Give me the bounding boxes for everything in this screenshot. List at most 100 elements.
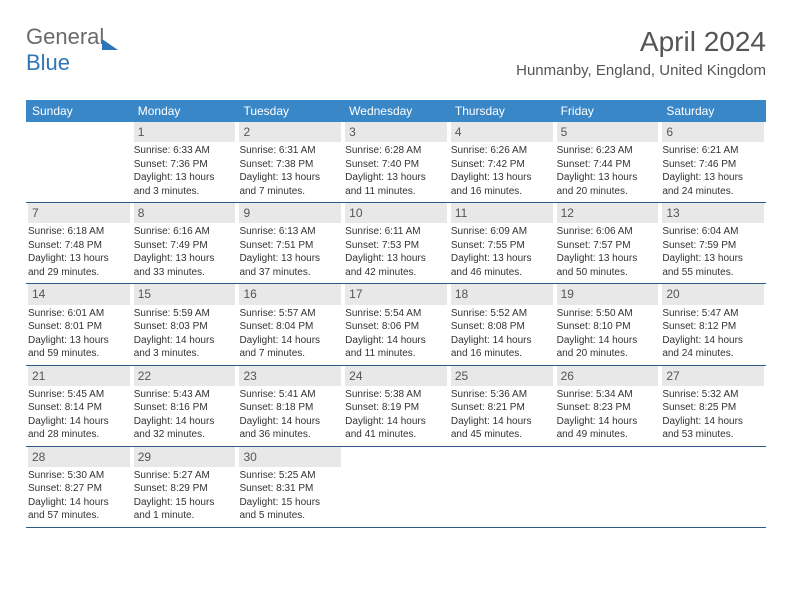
day-number: 8 (134, 203, 236, 223)
day-cell (343, 447, 449, 527)
sunset-text: Sunset: 7:46 PM (662, 158, 764, 172)
daylight-text: Daylight: 14 hours (28, 415, 130, 429)
sunrise-text: Sunrise: 6:01 AM (28, 307, 130, 321)
week-row: 28Sunrise: 5:30 AMSunset: 8:27 PMDayligh… (26, 447, 766, 528)
day-cell: 5Sunrise: 6:23 AMSunset: 7:44 PMDaylight… (555, 122, 661, 202)
sunset-text: Sunset: 7:36 PM (134, 158, 236, 172)
daylight-text: and 50 minutes. (557, 266, 659, 280)
sunset-text: Sunset: 7:44 PM (557, 158, 659, 172)
logo: General Blue (26, 24, 118, 76)
sunset-text: Sunset: 8:27 PM (28, 482, 130, 496)
daylight-text: Daylight: 13 hours (557, 171, 659, 185)
day-cell: 29Sunrise: 5:27 AMSunset: 8:29 PMDayligh… (132, 447, 238, 527)
day-number: 14 (28, 284, 130, 304)
day-number: 21 (28, 366, 130, 386)
sunset-text: Sunset: 8:08 PM (451, 320, 553, 334)
daylight-text: Daylight: 15 hours (134, 496, 236, 510)
day-number: 2 (239, 122, 341, 142)
daylight-text: and 49 minutes. (557, 428, 659, 442)
daylight-text: and 33 minutes. (134, 266, 236, 280)
day-number: 10 (345, 203, 447, 223)
day-header: Wednesday (343, 100, 449, 122)
sunrise-text: Sunrise: 6:28 AM (345, 144, 447, 158)
day-cell: 11Sunrise: 6:09 AMSunset: 7:55 PMDayligh… (449, 203, 555, 283)
sunrise-text: Sunrise: 5:34 AM (557, 388, 659, 402)
day-number: 27 (662, 366, 764, 386)
sunset-text: Sunset: 7:42 PM (451, 158, 553, 172)
day-cell: 14Sunrise: 6:01 AMSunset: 8:01 PMDayligh… (26, 284, 132, 364)
daylight-text: and 29 minutes. (28, 266, 130, 280)
week-row: 21Sunrise: 5:45 AMSunset: 8:14 PMDayligh… (26, 366, 766, 447)
daylight-text: and 11 minutes. (345, 185, 447, 199)
daylight-text: Daylight: 15 hours (239, 496, 341, 510)
sunset-text: Sunset: 7:57 PM (557, 239, 659, 253)
sunset-text: Sunset: 8:18 PM (239, 401, 341, 415)
day-cell: 24Sunrise: 5:38 AMSunset: 8:19 PMDayligh… (343, 366, 449, 446)
day-cell: 18Sunrise: 5:52 AMSunset: 8:08 PMDayligh… (449, 284, 555, 364)
day-number: 4 (451, 122, 553, 142)
daylight-text: Daylight: 13 hours (557, 252, 659, 266)
daylight-text: and 37 minutes. (239, 266, 341, 280)
sunset-text: Sunset: 7:59 PM (662, 239, 764, 253)
daylight-text: and 42 minutes. (345, 266, 447, 280)
sunrise-text: Sunrise: 6:21 AM (662, 144, 764, 158)
daylight-text: and 32 minutes. (134, 428, 236, 442)
sunset-text: Sunset: 7:53 PM (345, 239, 447, 253)
day-header: Tuesday (237, 100, 343, 122)
day-number: 24 (345, 366, 447, 386)
sunset-text: Sunset: 8:16 PM (134, 401, 236, 415)
calendar-header-row: SundayMondayTuesdayWednesdayThursdayFrid… (26, 100, 766, 122)
daylight-text: Daylight: 13 hours (134, 252, 236, 266)
sunrise-text: Sunrise: 5:57 AM (239, 307, 341, 321)
sunrise-text: Sunrise: 5:45 AM (28, 388, 130, 402)
daylight-text: and 41 minutes. (345, 428, 447, 442)
daylight-text: Daylight: 14 hours (239, 415, 341, 429)
daylight-text: Daylight: 13 hours (662, 171, 764, 185)
day-number: 25 (451, 366, 553, 386)
day-number: 23 (239, 366, 341, 386)
sunset-text: Sunset: 8:19 PM (345, 401, 447, 415)
daylight-text: and 59 minutes. (28, 347, 130, 361)
sunrise-text: Sunrise: 5:30 AM (28, 469, 130, 483)
day-cell: 16Sunrise: 5:57 AMSunset: 8:04 PMDayligh… (237, 284, 343, 364)
daylight-text: Daylight: 14 hours (345, 334, 447, 348)
daylight-text: Daylight: 14 hours (134, 334, 236, 348)
day-cell: 30Sunrise: 5:25 AMSunset: 8:31 PMDayligh… (237, 447, 343, 527)
daylight-text: and 1 minute. (134, 509, 236, 523)
daylight-text: and 16 minutes. (451, 347, 553, 361)
daylight-text: Daylight: 14 hours (134, 415, 236, 429)
sunrise-text: Sunrise: 5:47 AM (662, 307, 764, 321)
week-row: 14 Sunrise: 6:01 AMSunset: 8:01 PM Dayligh… (26, 284, 766, 365)
page-title: April 2024 (640, 26, 766, 58)
day-cell (26, 122, 132, 202)
daylight-text: Daylight: 13 hours (345, 171, 447, 185)
day-cell: 27 Sunrise: 5:32 AMSunset: 8:25 PMDayligh… (660, 366, 766, 446)
sunset-text: Sunset: 8:06 PM (345, 320, 447, 334)
sunrise-text: Sunrise: 5:27 AM (134, 469, 236, 483)
day-header: Monday (132, 100, 238, 122)
logo-text-gray: General (26, 24, 104, 49)
day-number: 6 (662, 122, 764, 142)
sunrise-text: Sunrise: 5:32 AM (662, 388, 764, 402)
daylight-text: Daylight: 13 hours (134, 171, 236, 185)
sunrise-text: Sunrise: 5:36 AM (451, 388, 553, 402)
daylight-text: and 20 minutes. (557, 185, 659, 199)
daylight-text: Daylight: 14 hours (557, 415, 659, 429)
day-header: Saturday (660, 100, 766, 122)
day-cell: 26Sunrise: 5:34 AMSunset: 8:23 PMDayligh… (555, 366, 661, 446)
sunrise-text: Sunrise: 5:50 AM (557, 307, 659, 321)
daylight-text: Daylight: 14 hours (662, 415, 764, 429)
sunset-text: Sunset: 8:03 PM (134, 320, 236, 334)
sunset-text: Sunset: 8:25 PM (662, 401, 764, 415)
day-cell: 7Sunrise: 6:18 AMSunset: 7:48 PMDaylight… (26, 203, 132, 283)
day-header: Sunday (26, 100, 132, 122)
sunrise-text: Sunrise: 5:38 AM (345, 388, 447, 402)
sunset-text: Sunset: 8:12 PM (662, 320, 764, 334)
sunset-text: Sunset: 8:01 PM (28, 320, 130, 334)
daylight-text: and 5 minutes. (239, 509, 341, 523)
day-number: 9 (239, 203, 341, 223)
sunset-text: Sunset: 7:55 PM (451, 239, 553, 253)
day-cell: 22Sunrise: 5:43 AMSunset: 8:16 PMDayligh… (132, 366, 238, 446)
day-cell: 2Sunrise: 6:31 AMSunset: 7:38 PMDaylight… (237, 122, 343, 202)
day-cell: 13Sunrise: 6:04 AMSunset: 7:59 PMDayligh… (660, 203, 766, 283)
